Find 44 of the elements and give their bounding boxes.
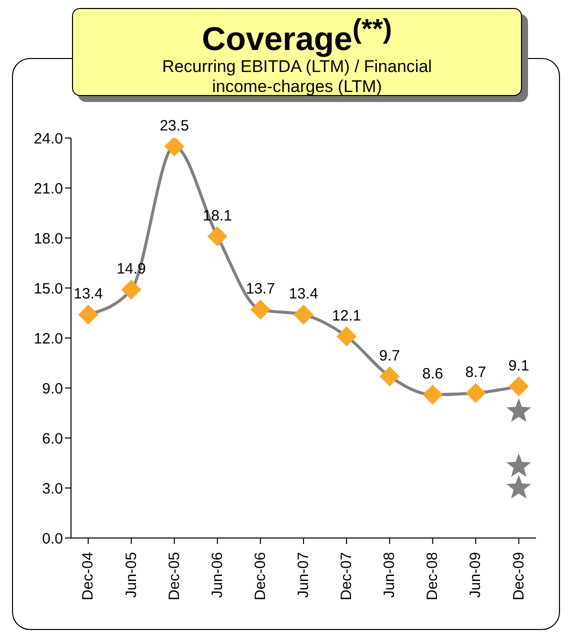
y-tick-label: 18.0 [34,230,63,248]
chart-title: Coverage$^{(**)}$ [200,12,394,57]
x-tick-label: Dec-07 [338,552,356,600]
y-tick-label: 24.0 [34,130,63,148]
x-tick-label: Dec-06 [252,552,269,600]
point [164,138,184,156]
y-tick-label: 6.0 [42,430,63,448]
point [250,300,270,320]
point [207,226,228,246]
point [336,326,357,346]
x-tick-label: Dec-04 [80,552,97,600]
point [380,366,400,386]
data-label: 12.1 [332,307,362,324]
x-tick-label: Dec-05 [166,552,183,600]
y-tick-label: 21.0 [34,180,63,198]
chart-subtitle: Recurring EBITDA (LTM) / Financial income-charges (LTM) [161,57,433,97]
y-tick-label: 9.0 [42,380,63,398]
x-tick-label: Jun-09 [467,552,484,598]
data-label: 9.7 [379,347,400,364]
y-tick-label: 12.0 [34,330,63,348]
point [78,304,98,325]
x-tick-label: Jun-06 [208,552,226,598]
point [121,280,142,300]
data-label: 9.1 [508,357,530,374]
data-label: 13.4 [74,286,103,303]
x-tick-label: Dec-08 [424,552,442,600]
x-tick-label: Jun-08 [381,552,398,598]
y-tick-label: 3.0 [42,480,63,498]
y-tick-label: 15.0 [34,280,63,298]
x-tick-label: Dec-09 [510,552,528,600]
data-label: 18.1 [202,207,232,224]
x-tick-label: Jun-05 [122,552,140,598]
point [422,384,443,405]
data-label: 23.5 [160,117,189,134]
data-label: 8.7 [465,364,486,381]
data-label: 13.4 [288,286,318,303]
data-label: 8.6 [422,366,444,383]
point [508,376,529,396]
y-tick-label: 0.0 [42,530,63,548]
point [466,383,486,403]
x-tick-label: Jun-07 [295,552,312,598]
data-label: 14.9 [116,260,146,278]
data-label: 13.7 [246,280,276,298]
point [294,304,314,325]
